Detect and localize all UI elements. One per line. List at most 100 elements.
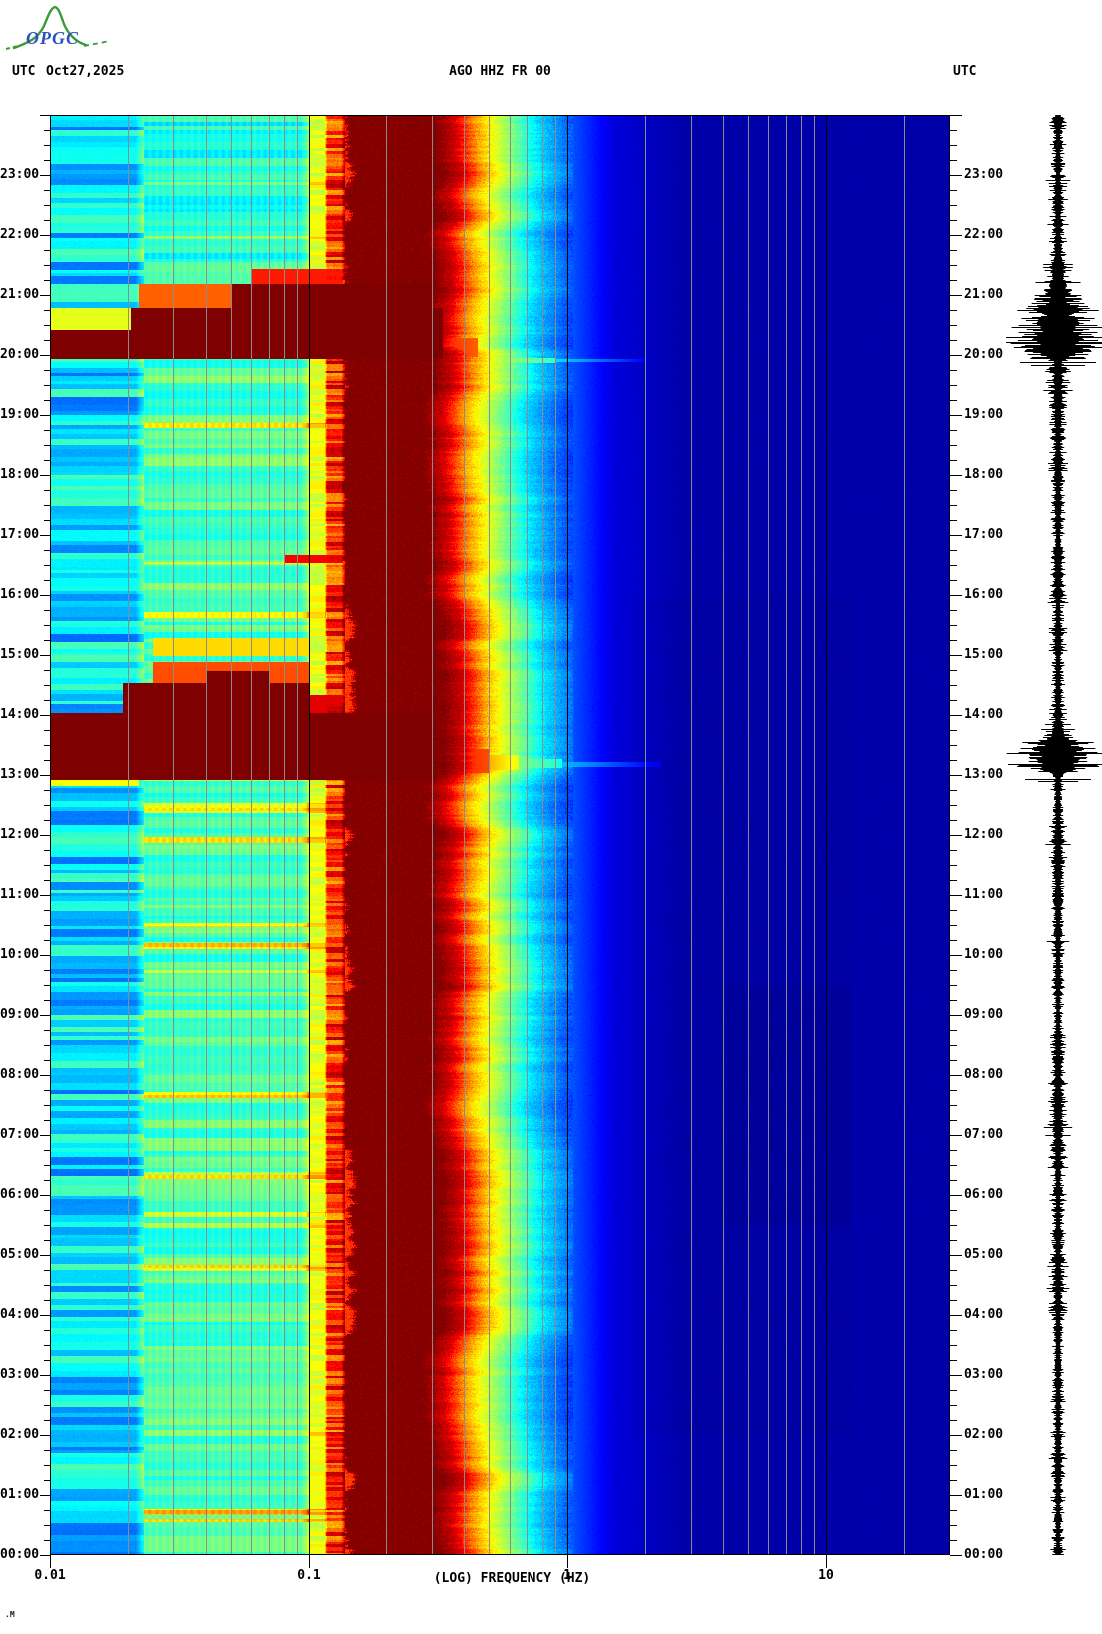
- right-hour-label: 08:00: [964, 1067, 1004, 1082]
- right-minor-tick: [950, 1105, 957, 1106]
- left-hour-label: 20:00: [0, 347, 40, 362]
- right-minor-tick: [950, 340, 957, 341]
- right-hour-label: 23:00: [964, 167, 1004, 182]
- left-minor-tick: [44, 1165, 50, 1166]
- left-hour-label: 07:00: [0, 1127, 40, 1142]
- left-hour-label: 15:00: [0, 647, 40, 662]
- right-minor-tick: [950, 430, 957, 431]
- x-axis-label: (LOG) FREQUENCY (HZ): [433, 1571, 591, 1586]
- right-minor-tick: [950, 1165, 957, 1166]
- right-hour-label: 00:00: [964, 1547, 1004, 1562]
- right-minor-tick: [950, 1180, 957, 1181]
- right-hour-label: 04:00: [964, 1307, 1004, 1322]
- left-minor-tick: [44, 1150, 50, 1151]
- right-minor-tick: [950, 1060, 957, 1061]
- left-minor-tick: [44, 880, 50, 881]
- left-minor-tick: [44, 205, 50, 206]
- logo-mountain-curve: [12, 5, 88, 50]
- x-axis-tick: [567, 1555, 568, 1568]
- x-axis-tick: [309, 1555, 310, 1568]
- right-minor-tick: [950, 1090, 957, 1091]
- right-minor-tick: [950, 910, 957, 911]
- left-minor-tick: [44, 505, 50, 506]
- left-major-tick: [40, 415, 50, 416]
- left-hour-label: 13:00: [0, 767, 40, 782]
- left-major-tick: [40, 355, 50, 356]
- right-minor-tick: [950, 310, 957, 311]
- left-major-tick: [40, 655, 50, 656]
- x-tick-label: 10: [818, 1568, 834, 1583]
- right-major-tick: [950, 1555, 962, 1556]
- left-hour-label: 17:00: [0, 527, 40, 542]
- left-minor-tick: [44, 250, 50, 251]
- left-major-tick: [40, 175, 50, 176]
- right-minor-tick: [950, 850, 957, 851]
- right-major-tick: [950, 1255, 962, 1256]
- left-minor-tick: [44, 1000, 50, 1001]
- left-minor-tick: [44, 1540, 50, 1541]
- right-hour-label: 09:00: [964, 1007, 1004, 1022]
- left-minor-tick: [44, 805, 50, 806]
- left-minor-tick: [44, 1105, 50, 1106]
- left-major-tick: [40, 1195, 50, 1196]
- right-major-tick: [950, 235, 962, 236]
- left-major-tick: [40, 535, 50, 536]
- right-hour-label: 16:00: [964, 587, 1004, 602]
- left-minor-tick: [44, 1270, 50, 1271]
- right-major-tick: [950, 115, 962, 116]
- right-minor-tick: [950, 1030, 957, 1031]
- left-minor-tick: [44, 625, 50, 626]
- left-minor-tick: [44, 445, 50, 446]
- left-minor-tick: [44, 400, 50, 401]
- logo-baseline-right: [83, 40, 111, 47]
- left-minor-tick: [44, 1240, 50, 1241]
- left-minor-tick: [44, 310, 50, 311]
- right-minor-tick: [950, 400, 957, 401]
- x-tick-label: 0.1: [297, 1568, 321, 1583]
- right-minor-tick: [950, 1210, 957, 1211]
- left-minor-tick: [44, 1390, 50, 1391]
- right-major-tick: [950, 1435, 962, 1436]
- left-major-tick: [40, 775, 50, 776]
- right-minor-tick: [950, 250, 957, 251]
- right-minor-tick: [950, 160, 957, 161]
- left-major-tick: [40, 1555, 50, 1556]
- right-minor-tick: [950, 370, 957, 371]
- right-minor-tick: [950, 1150, 957, 1151]
- utc-right-label: UTC: [953, 64, 977, 79]
- left-minor-tick: [44, 610, 50, 611]
- left-minor-tick: [44, 1300, 50, 1301]
- right-major-tick: [950, 775, 962, 776]
- right-minor-tick: [950, 730, 957, 731]
- right-major-tick: [950, 1075, 962, 1076]
- right-minor-tick: [950, 490, 957, 491]
- left-minor-tick: [44, 1090, 50, 1091]
- left-major-tick: [40, 835, 50, 836]
- left-major-tick: [40, 475, 50, 476]
- x-tick-label: 1: [563, 1568, 571, 1583]
- right-minor-tick: [950, 1345, 957, 1346]
- right-minor-tick: [950, 1405, 957, 1406]
- right-hour-label: 10:00: [964, 947, 1004, 962]
- left-hour-label: 16:00: [0, 587, 40, 602]
- right-major-tick: [950, 355, 962, 356]
- left-minor-tick: [44, 145, 50, 146]
- left-minor-tick: [44, 925, 50, 926]
- left-minor-tick: [44, 490, 50, 491]
- left-major-tick: [40, 1315, 50, 1316]
- left-minor-tick: [44, 1405, 50, 1406]
- right-minor-tick: [950, 970, 957, 971]
- left-hour-label: 02:00: [0, 1427, 40, 1442]
- right-major-tick: [950, 835, 962, 836]
- left-hour-label: 12:00: [0, 827, 40, 842]
- left-minor-tick: [44, 1480, 50, 1481]
- right-minor-tick: [950, 1360, 957, 1361]
- left-major-tick: [40, 955, 50, 956]
- right-minor-tick: [950, 925, 957, 926]
- left-minor-tick: [44, 670, 50, 671]
- right-hour-label: 22:00: [964, 227, 1004, 242]
- right-major-tick: [950, 415, 962, 416]
- right-minor-tick: [950, 385, 957, 386]
- right-major-tick: [950, 475, 962, 476]
- left-hour-label: 23:00: [0, 167, 40, 182]
